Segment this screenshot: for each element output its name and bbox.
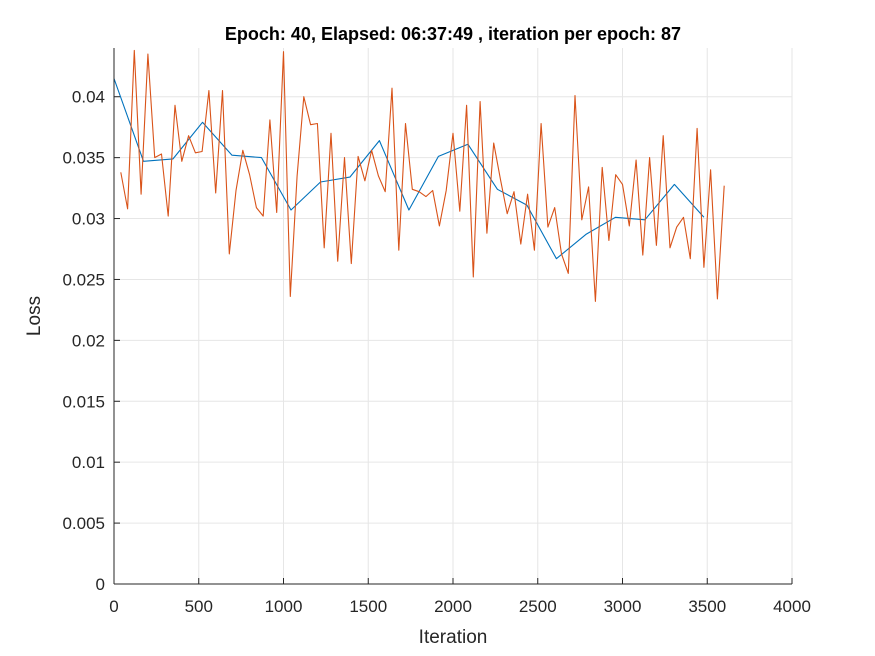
y-tick-label: 0.025 [62, 270, 105, 289]
y-tick-label: 0.01 [72, 453, 105, 472]
series-layer [114, 49, 725, 302]
x-tick-label: 2000 [434, 597, 472, 616]
x-tick-label: 500 [185, 597, 213, 616]
x-tick-label: 4000 [773, 597, 811, 616]
grid-layer [113, 48, 793, 585]
chart-title: Epoch: 40, Elapsed: 06:37:49 , iteration… [225, 24, 681, 44]
series-line-1 [114, 78, 705, 260]
x-tick-label: 3000 [604, 597, 642, 616]
y-tick-label: 0.02 [72, 331, 105, 350]
x-axis-label: Iteration [419, 627, 488, 648]
y-axis-label: Loss [24, 296, 45, 336]
x-tick-label: 1500 [349, 597, 387, 616]
ticks-layer: 0 500 1000 1500 2000 2500 3000 3500 4000 0 0.005 0.… [62, 88, 810, 616]
x-tick-label: 1000 [265, 597, 303, 616]
x-tick-label: 3500 [688, 597, 726, 616]
y-tick-label: 0.015 [62, 392, 105, 411]
series-line-2 [120, 49, 725, 302]
y-tick-label: 0.035 [62, 149, 105, 168]
y-tick-label: 0.03 [72, 210, 105, 229]
y-tick-label: 0.04 [72, 88, 105, 107]
y-tick-label: 0.005 [62, 514, 105, 533]
y-tick-label: 0 [96, 575, 105, 594]
x-tick-label: 2500 [519, 597, 557, 616]
x-tick-label: 0 [109, 597, 118, 616]
